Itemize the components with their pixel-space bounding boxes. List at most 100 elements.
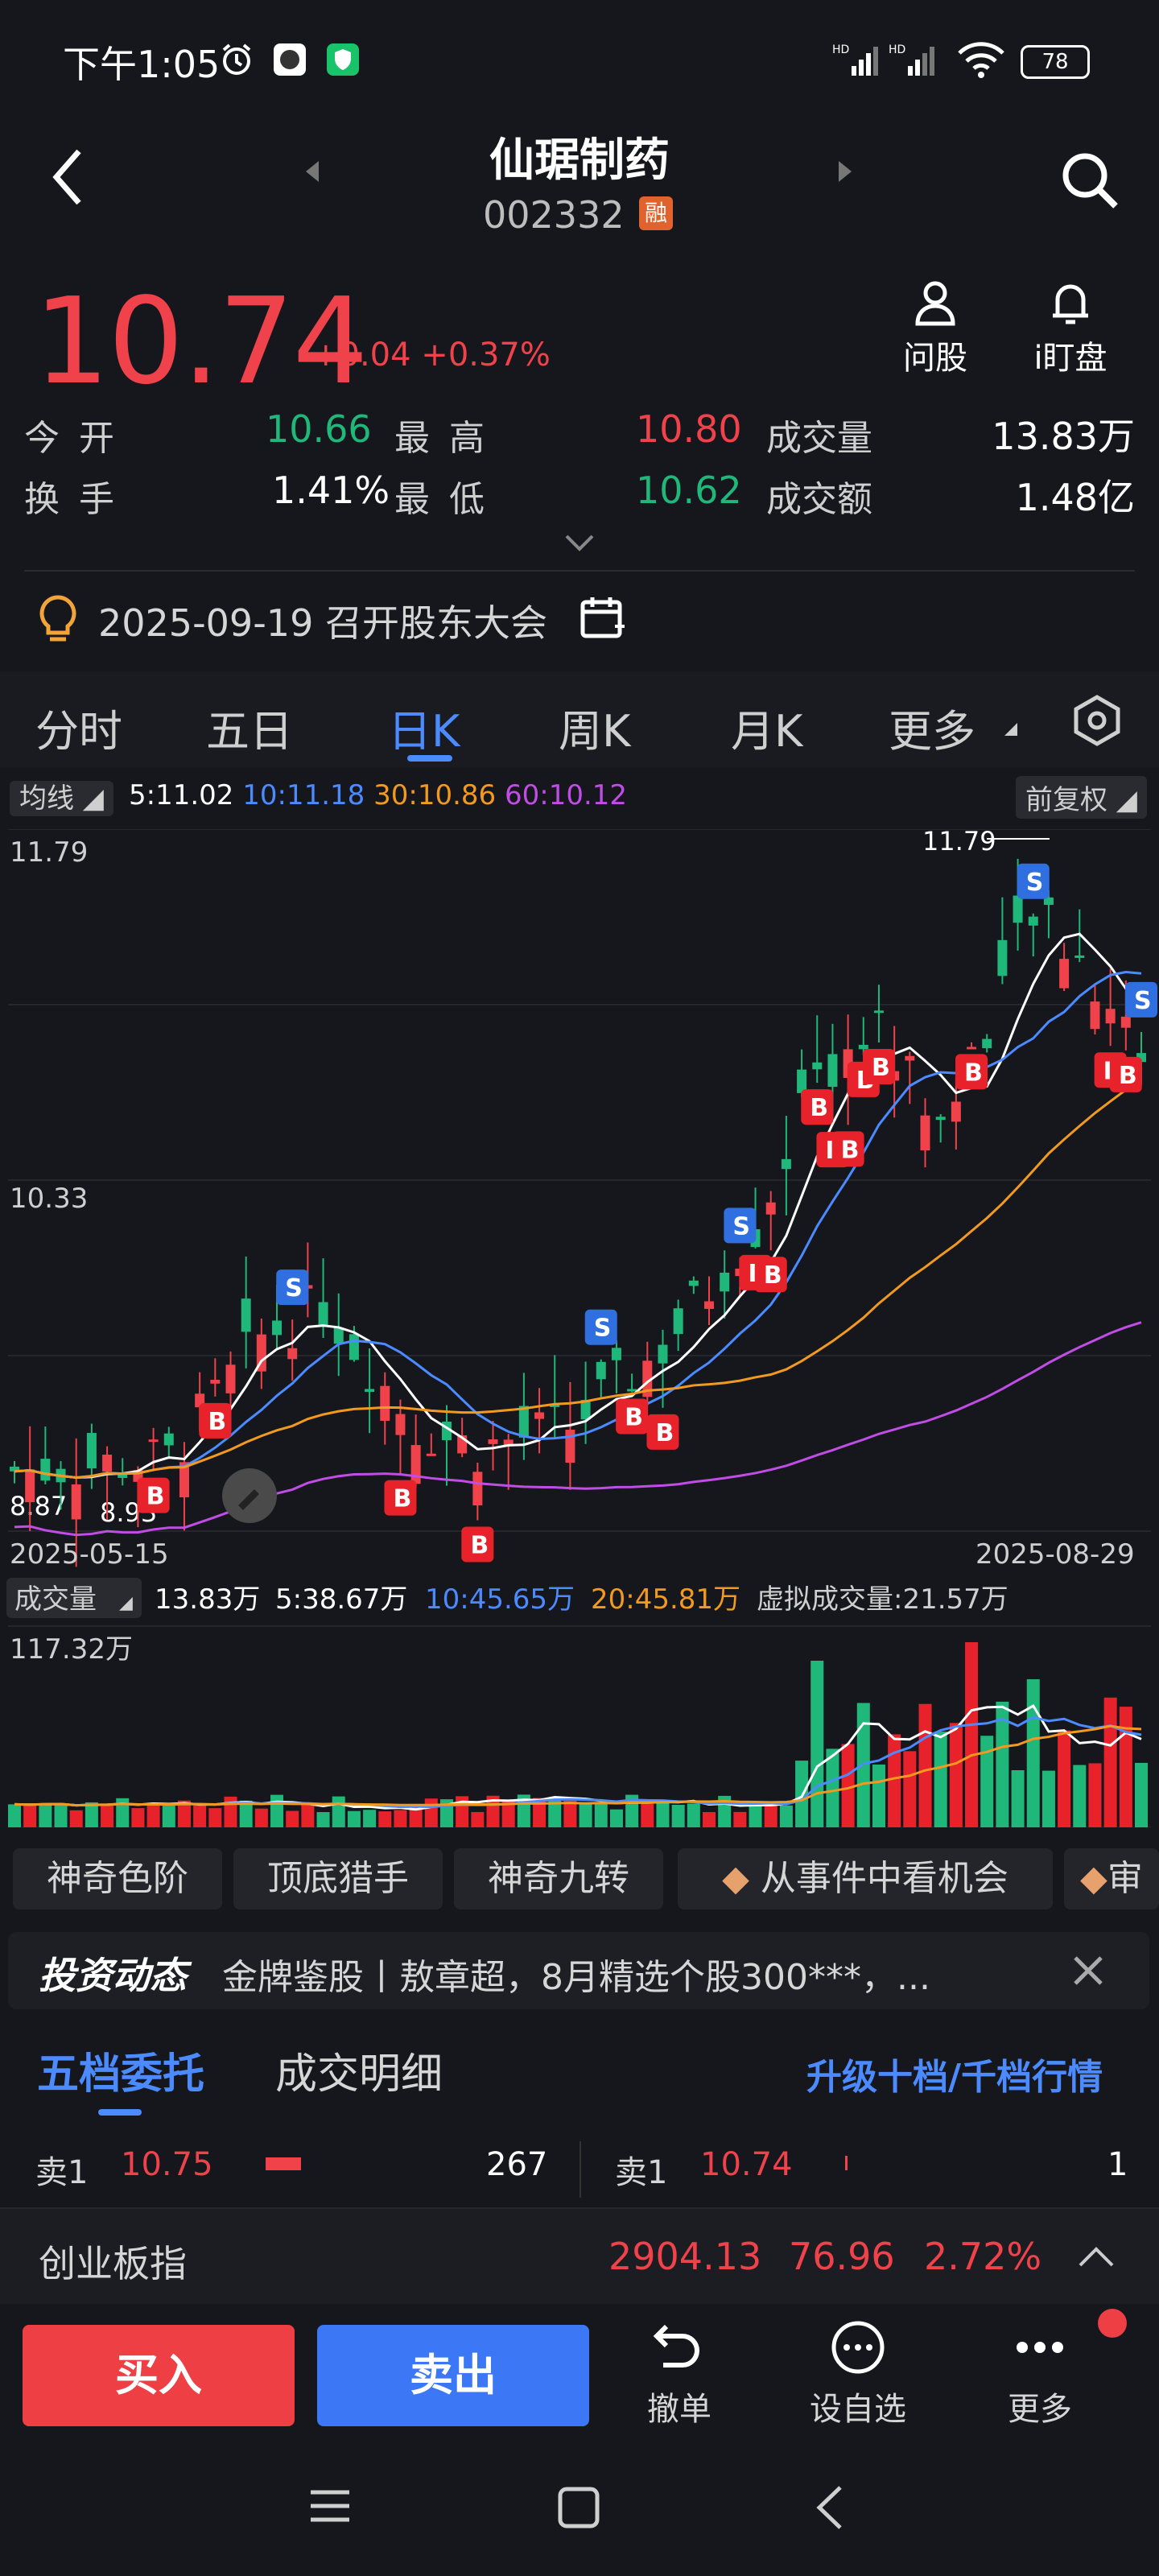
candle-body — [967, 1046, 977, 1050]
ask-stock-button[interactable]: 问股 — [901, 277, 969, 378]
candle-body — [25, 1469, 35, 1503]
candle-body — [410, 1445, 421, 1484]
buy-marker-label: B — [1119, 1062, 1137, 1090]
candle-body — [318, 1302, 328, 1325]
candle-body — [951, 1101, 961, 1122]
feature-more-label: 审 — [1107, 1858, 1143, 1899]
volume-bar — [996, 1701, 1009, 1827]
prev-stock-icon[interactable] — [304, 159, 320, 184]
index-pct: 2.72% — [924, 2235, 1042, 2278]
tab-daily-k[interactable]: 日K — [388, 706, 460, 757]
ask1-volume-bar — [266, 2157, 301, 2170]
feature-top-bottom-hunter[interactable]: 顶底猎手 — [233, 1848, 443, 1909]
candle-body — [365, 1389, 375, 1393]
nav-back-icon[interactable] — [813, 2484, 845, 2531]
ma-selector-label: 均线 — [19, 782, 74, 815]
undo-icon — [653, 2324, 699, 2368]
feature-event-opportunity[interactable]: ◆ 从事件中看机会 — [678, 1848, 1053, 1909]
volume-bar — [471, 1811, 485, 1827]
tab-five-level[interactable]: 五档委托 — [37, 2050, 205, 2099]
volume-bar — [193, 1804, 207, 1827]
tab-more[interactable]: 更多 — [889, 706, 975, 757]
candle-body — [395, 1414, 406, 1435]
tab-weekly-k[interactable]: 周K — [559, 706, 631, 757]
volume-bar — [1119, 1707, 1132, 1827]
add-watchlist-button[interactable]: 设自选 — [802, 2318, 914, 2429]
home-icon[interactable] — [557, 2486, 600, 2529]
cancel-order-button[interactable]: 撤单 — [623, 2318, 736, 2429]
tab-intraday[interactable]: 分时 — [35, 706, 122, 757]
candle-body — [40, 1459, 51, 1481]
volume-bar — [1041, 1770, 1055, 1827]
volume-bar — [671, 1805, 685, 1827]
stock-name: 仙琚制药 — [489, 134, 670, 187]
close-icon[interactable] — [1070, 1953, 1106, 1988]
candle-body — [658, 1344, 668, 1364]
trade-volume-bar — [845, 2156, 848, 2170]
volume-bar — [378, 1811, 392, 1827]
candle-body — [256, 1334, 266, 1372]
volume-bar — [810, 1661, 824, 1827]
kline-chart[interactable]: 11.79 10.33 11.79 8.93 8.87 BBSBBSBBSBBB… — [0, 829, 1159, 1827]
volume-bar — [254, 1808, 268, 1827]
ma5-line — [14, 932, 1143, 1480]
news-text: 金牌鉴股丨敖章超，8月精选个股300***，... — [222, 1957, 930, 1998]
amount-label: 成交额 — [766, 479, 872, 520]
buy-marker-label: B — [625, 1403, 643, 1431]
x-start-label: 2025-05-15 — [10, 1538, 169, 1571]
feature-more[interactable]: ◆审 — [1064, 1848, 1159, 1909]
ma-selector[interactable]: 均线 ◢ — [10, 781, 113, 816]
volume-max-label: 117.32万 — [10, 1633, 133, 1666]
buy-marker — [831, 1131, 864, 1167]
more-button[interactable]: 更多 — [984, 2318, 1096, 2429]
high-label: 最高 — [394, 418, 504, 459]
volume-current: 13.83万 — [155, 1583, 260, 1616]
sell-marker — [276, 1269, 309, 1306]
volume-ma20-line — [14, 1724, 1142, 1807]
watch-button[interactable]: i盯盘 — [1022, 277, 1119, 378]
volume-bar — [332, 1796, 345, 1827]
volume-bar — [888, 1734, 901, 1827]
index-change: 76.96 — [789, 2235, 895, 2278]
stock-header: 仙琚制药 002332 融 — [0, 121, 1159, 258]
volume-bar — [1088, 1763, 1102, 1827]
next-stock-icon[interactable] — [837, 159, 853, 184]
feature-magic-nine[interactable]: 神奇九转 — [454, 1848, 663, 1909]
tab-trade-detail[interactable]: 成交明细 — [275, 2050, 443, 2099]
open-label: 今开 — [24, 418, 134, 459]
candle-body — [488, 1439, 498, 1444]
candle-body — [518, 1406, 529, 1438]
index-bar[interactable]: 创业板指 2904.13 76.96 2.72% — [0, 2207, 1159, 2304]
buy-marker — [646, 1414, 679, 1450]
tab-five-day[interactable]: 五日 — [206, 706, 293, 757]
alarm-icon — [222, 43, 251, 75]
volume-bar — [239, 1800, 253, 1827]
buy-marker — [616, 1398, 649, 1435]
candle-body — [1105, 1009, 1116, 1024]
candle-body — [472, 1472, 483, 1506]
volume-selector[interactable] — [6, 1578, 142, 1618]
feature-color-scale[interactable]: 神奇色阶 — [13, 1848, 222, 1909]
index-name: 创业板指 — [39, 2242, 187, 2285]
tab-monthly-k[interactable]: 月K — [731, 706, 803, 757]
menu-icon[interactable] — [309, 2487, 351, 2524]
shield-app-icon — [327, 43, 359, 76]
settings-icon[interactable] — [1070, 694, 1124, 747]
search-icon[interactable] — [1059, 150, 1120, 211]
ma30-line — [14, 1080, 1142, 1480]
upgrade-link[interactable]: 升级十档/千档行情 — [806, 2057, 1103, 2098]
expand-icon[interactable] — [563, 533, 596, 554]
sell-button[interactable]: 卖出 — [317, 2325, 589, 2426]
volume-label: 成交量 — [766, 418, 872, 459]
adjust-selector[interactable]: 前复权 ◢ — [1016, 776, 1147, 819]
event-row[interactable]: 2025-09-19 召开股东大会 — [32, 589, 1127, 646]
candle-body — [642, 1360, 653, 1397]
back-icon[interactable] — [48, 145, 87, 209]
volume-bar — [594, 1803, 608, 1827]
buy-button[interactable]: 买入 — [23, 2325, 295, 2426]
candle-body — [287, 1348, 298, 1360]
add-watchlist-label: 设自选 — [810, 2391, 906, 2428]
volume-bar — [733, 1811, 747, 1827]
news-banner[interactable]: 投资动态 金牌鉴股丨敖章超，8月精选个股300***，... — [8, 1932, 1149, 2009]
buy-marker — [199, 1402, 232, 1439]
